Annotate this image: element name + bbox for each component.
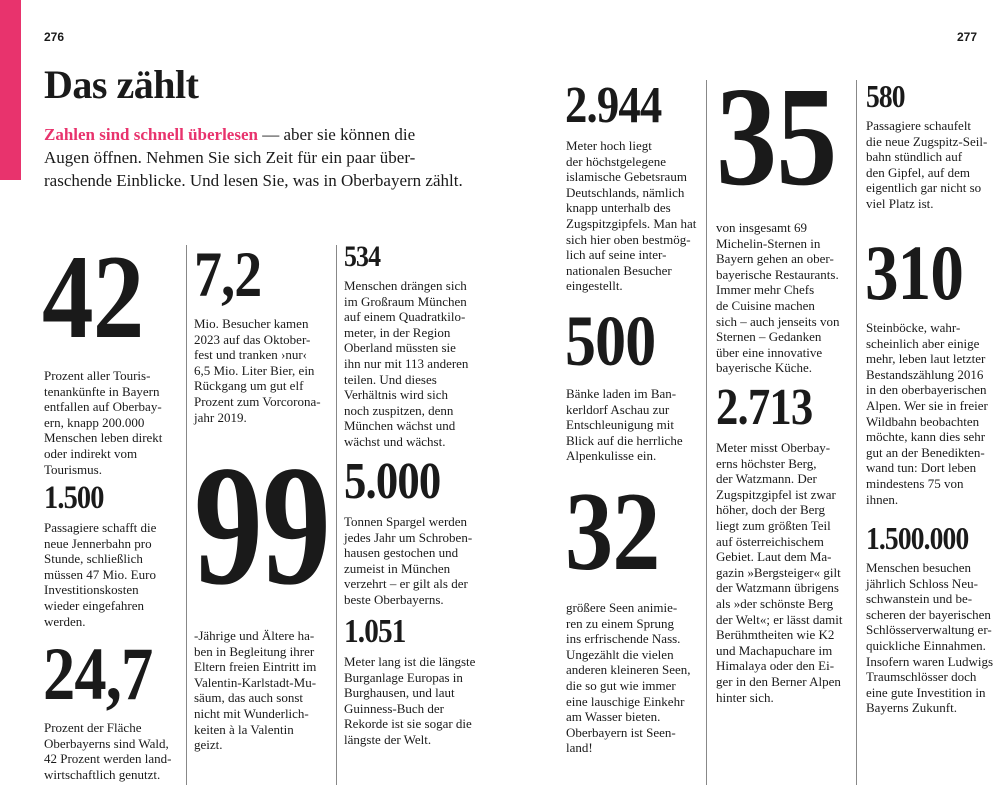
fact-text: Meter misst Oberbay- erns höchster Berg,…: [716, 440, 843, 705]
fact-number: 42: [42, 230, 144, 363]
fact-text: Passagiere schafft die neue Jennerbahn p…: [44, 520, 157, 629]
fact-number: 1.051: [344, 613, 406, 650]
fact-text: Menschen besuchen jährlich Schloss Neu- …: [866, 560, 994, 716]
fact-number: 99: [194, 431, 331, 621]
column-divider: [856, 80, 857, 785]
fact-number: 24,7: [43, 633, 153, 716]
fact-number: 5.000: [344, 453, 441, 510]
intro-rest: — aber sie können die Augen öffnen. Nehm…: [44, 125, 463, 190]
fact-text: Meter lang ist die längste Burganlage Eu…: [344, 654, 476, 747]
fact-text: Meter hoch liegt der höchstgelegene isla…: [566, 138, 697, 294]
fact-number: 500: [565, 301, 656, 381]
fact-number: 580: [866, 78, 906, 114]
fact-number: 1.500.000: [866, 520, 969, 556]
fact-number: 32: [565, 470, 660, 594]
fact-text: größere Seen animie- ren zu einem Sprung…: [566, 600, 691, 756]
intro-lead: Zahlen sind schnell überlesen: [44, 125, 258, 144]
fact-text: Tonnen Spargel werden jedes Jahr um Schr…: [344, 514, 473, 607]
intro-text: Zahlen sind schnell überlesen — aber sie…: [44, 123, 463, 192]
fact-text: Steinböcke, wahr- scheinlich aber einige…: [866, 320, 988, 507]
column-divider: [336, 245, 337, 785]
fact-text: Bänke laden im Ban- kerldorf Aschau zur …: [566, 386, 683, 464]
fact-number: 534: [344, 240, 381, 273]
fact-text: Prozent aller Touris- tenankünfte in Bay…: [44, 368, 163, 477]
fact-number: 2.944: [565, 77, 662, 134]
column-divider: [186, 245, 187, 785]
fact-text: Menschen drängen sich im Großraum Münche…: [344, 278, 469, 449]
fact-number: 1.500: [44, 480, 104, 516]
page-number-left: 276: [44, 30, 65, 44]
fact-number: 2.713: [716, 379, 813, 436]
page-number-right: 277: [957, 30, 978, 44]
fact-text: -Jährige und Ältere ha- ben in Begleitun…: [194, 628, 317, 753]
page-title: Das zählt: [44, 62, 199, 107]
fact-text: Passagiere schaufelt die neue Zugspitz-S…: [866, 118, 988, 211]
fact-number: 35: [716, 57, 837, 215]
fact-number: 7,2: [194, 239, 262, 311]
fact-number: 310: [865, 229, 964, 316]
fact-text: Mio. Besucher kamen 2023 auf das Oktober…: [194, 316, 321, 425]
column-divider: [706, 80, 707, 785]
fact-text: Prozent der Fläche Oberbayerns sind Wald…: [44, 720, 172, 782]
fact-text: von insgesamt 69 Michelin-Sternen in Bay…: [716, 220, 840, 376]
accent-bar: [0, 0, 21, 180]
